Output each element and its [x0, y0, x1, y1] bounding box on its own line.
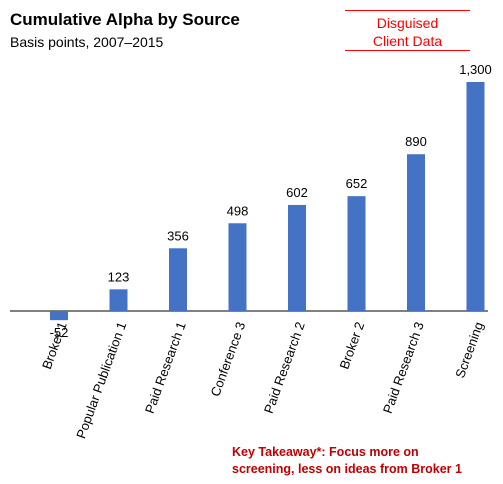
bar-4: [288, 204, 306, 311]
stamp-line-2: Client Data: [372, 33, 443, 49]
stamp-line-1: Disguised: [376, 15, 439, 31]
key-takeaway: Key Takeaway*: Focus more on screening, …: [232, 444, 462, 478]
takeaway-line-1: Key Takeaway*: Focus more on: [232, 445, 419, 459]
data-label-1: 123: [108, 269, 130, 284]
disguised-data-stamp: Disguised Client Data: [345, 10, 470, 51]
bar-5: [347, 196, 366, 311]
bar-6: [407, 154, 425, 311]
category-label-4: Paid Research 2: [261, 320, 308, 415]
chart-subtitle: Basis points, 2007–2015: [10, 34, 164, 50]
category-label-6: Paid Research 3: [380, 320, 427, 415]
data-label-7: 1,300: [459, 62, 492, 77]
category-label-5: Broker 2: [336, 320, 367, 371]
takeaway-line-2: screening, less on ideas from Broker 1: [232, 462, 462, 476]
bar-3: [228, 223, 247, 311]
bar-1: [109, 289, 128, 311]
category-label-3: Conference 3: [208, 320, 249, 398]
data-label-2: 356: [167, 228, 189, 243]
data-label-0: -52: [50, 325, 69, 340]
data-label-4: 602: [286, 185, 308, 200]
category-label-2: Paid Research 1: [142, 320, 189, 415]
data-label-3: 498: [227, 203, 249, 218]
category-label-0: Broker 1: [39, 320, 70, 371]
bar-2: [169, 248, 187, 311]
category-label-1: Popular Publication 1: [73, 320, 129, 441]
chart-title: Cumulative Alpha by Source: [10, 10, 240, 29]
data-label-5: 652: [346, 176, 368, 191]
bar-7: [466, 82, 485, 311]
data-label-6: 890: [405, 134, 427, 149]
category-label-7: Screening: [452, 320, 486, 380]
bar-0: [50, 311, 68, 321]
